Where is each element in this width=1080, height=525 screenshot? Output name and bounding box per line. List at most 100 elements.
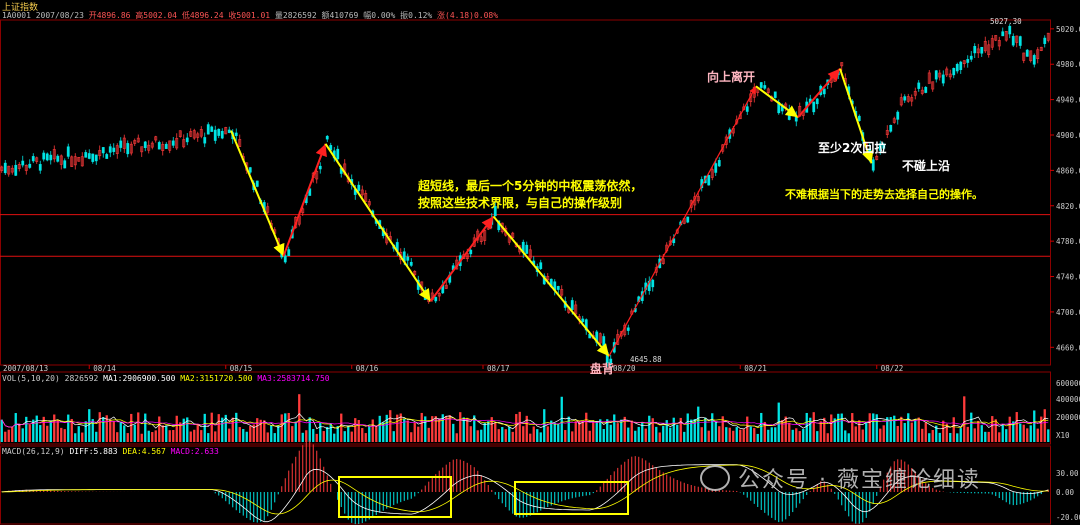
candle-body	[3, 162, 7, 174]
volume-bar	[424, 416, 427, 442]
candle-body	[815, 98, 819, 105]
volume-bar	[431, 416, 434, 442]
volume-bar	[1005, 429, 1008, 442]
volume-bar	[854, 426, 857, 442]
volume-bar	[700, 427, 703, 442]
info-amount: 额410769	[321, 11, 359, 20]
candle-body	[227, 129, 231, 133]
volume-bar	[910, 422, 913, 442]
volume-bar	[798, 431, 801, 442]
volume-bar	[777, 402, 780, 442]
candle-body	[910, 97, 914, 102]
trend-arrow	[839, 68, 874, 164]
candle-body	[56, 155, 60, 162]
candle-body	[73, 156, 77, 166]
candle-body	[878, 143, 882, 151]
volume-bar	[420, 412, 423, 442]
candle-body	[626, 327, 630, 331]
volume-bars	[0, 394, 1050, 442]
volume-bar	[886, 417, 889, 442]
volume-bar	[581, 420, 584, 442]
volume-bar	[452, 423, 455, 442]
volume-bar	[795, 428, 798, 442]
volume-bar	[791, 429, 794, 442]
candle-body	[70, 156, 74, 167]
candle-body	[129, 143, 133, 154]
candle-body	[189, 131, 193, 137]
volume-bar	[945, 423, 948, 442]
volume-bar	[119, 422, 122, 442]
volume-bar	[252, 424, 255, 442]
candle-body	[896, 111, 900, 120]
volume-bar	[893, 415, 896, 442]
candle-body	[948, 73, 952, 78]
volume-bar	[725, 427, 728, 442]
volume-bar	[676, 424, 679, 442]
volume-bar	[585, 412, 588, 442]
candle-body	[266, 206, 270, 213]
volume-bar	[322, 431, 325, 442]
volume-bar	[564, 430, 567, 442]
volume-bar	[294, 421, 297, 442]
volume-bar	[1022, 424, 1025, 442]
volume-bar	[189, 431, 192, 442]
volume-bar	[648, 415, 651, 442]
candle-body	[714, 163, 718, 173]
candle-body	[210, 126, 214, 132]
volume-bar	[151, 432, 154, 442]
volume-bar	[284, 413, 287, 442]
volume-bar	[511, 431, 514, 442]
trend-arrow	[324, 143, 432, 302]
candle-body	[987, 44, 991, 56]
macd-line	[1, 464, 1049, 515]
candle-body	[287, 249, 291, 257]
volume-ma-line	[1, 418, 1049, 428]
candle-body	[556, 286, 560, 290]
candle-body	[77, 156, 81, 162]
volume-bar	[53, 414, 56, 442]
y-tick-label: 4700.00	[1056, 308, 1080, 317]
volume-bar	[182, 418, 185, 442]
volume-bar	[497, 429, 500, 442]
candle-body	[525, 244, 529, 254]
vol-ma3: MA3:2583714.750	[257, 374, 330, 383]
candle-body	[889, 125, 893, 132]
high-price-label: 5027.30	[990, 17, 1022, 26]
candle-body	[598, 333, 602, 344]
volume-bar	[193, 429, 196, 442]
volume-bar	[179, 422, 182, 442]
volume-bar	[417, 426, 420, 442]
volume-bar	[396, 414, 399, 442]
candle-body	[360, 189, 364, 196]
candle-body	[42, 152, 46, 160]
candle-body	[101, 147, 105, 154]
volume-bar	[735, 427, 738, 442]
volume-bar	[732, 430, 735, 442]
candle-body	[812, 101, 816, 113]
volume-bar	[18, 424, 21, 442]
candle-body	[437, 293, 441, 297]
volume-bar	[518, 411, 521, 442]
volume-bar	[343, 431, 346, 442]
candle-body	[945, 68, 949, 76]
candle-body	[973, 46, 977, 54]
volume-bar	[74, 433, 77, 442]
trend-arrows	[230, 68, 874, 357]
volume-bar	[144, 413, 147, 442]
volume-bar	[613, 414, 616, 442]
annotation-main-1: 超短线，最后一个5分钟的中枢震荡依然，	[418, 179, 643, 193]
macd-value: MACD:2.633	[170, 447, 219, 456]
volume-bar	[630, 420, 633, 442]
volume-bar	[788, 422, 791, 442]
vol-ma2: MA2:3151720.500	[180, 374, 253, 383]
volume-bar	[364, 433, 367, 442]
volume-bar	[595, 421, 598, 442]
volume-bar	[403, 418, 406, 442]
volume-bar	[616, 423, 619, 442]
volume-bar	[515, 414, 518, 442]
volume-bar	[105, 415, 108, 442]
candle-body	[49, 154, 53, 161]
candle-body	[1018, 36, 1022, 46]
candle-body	[686, 216, 690, 223]
volume-bar	[665, 420, 668, 442]
